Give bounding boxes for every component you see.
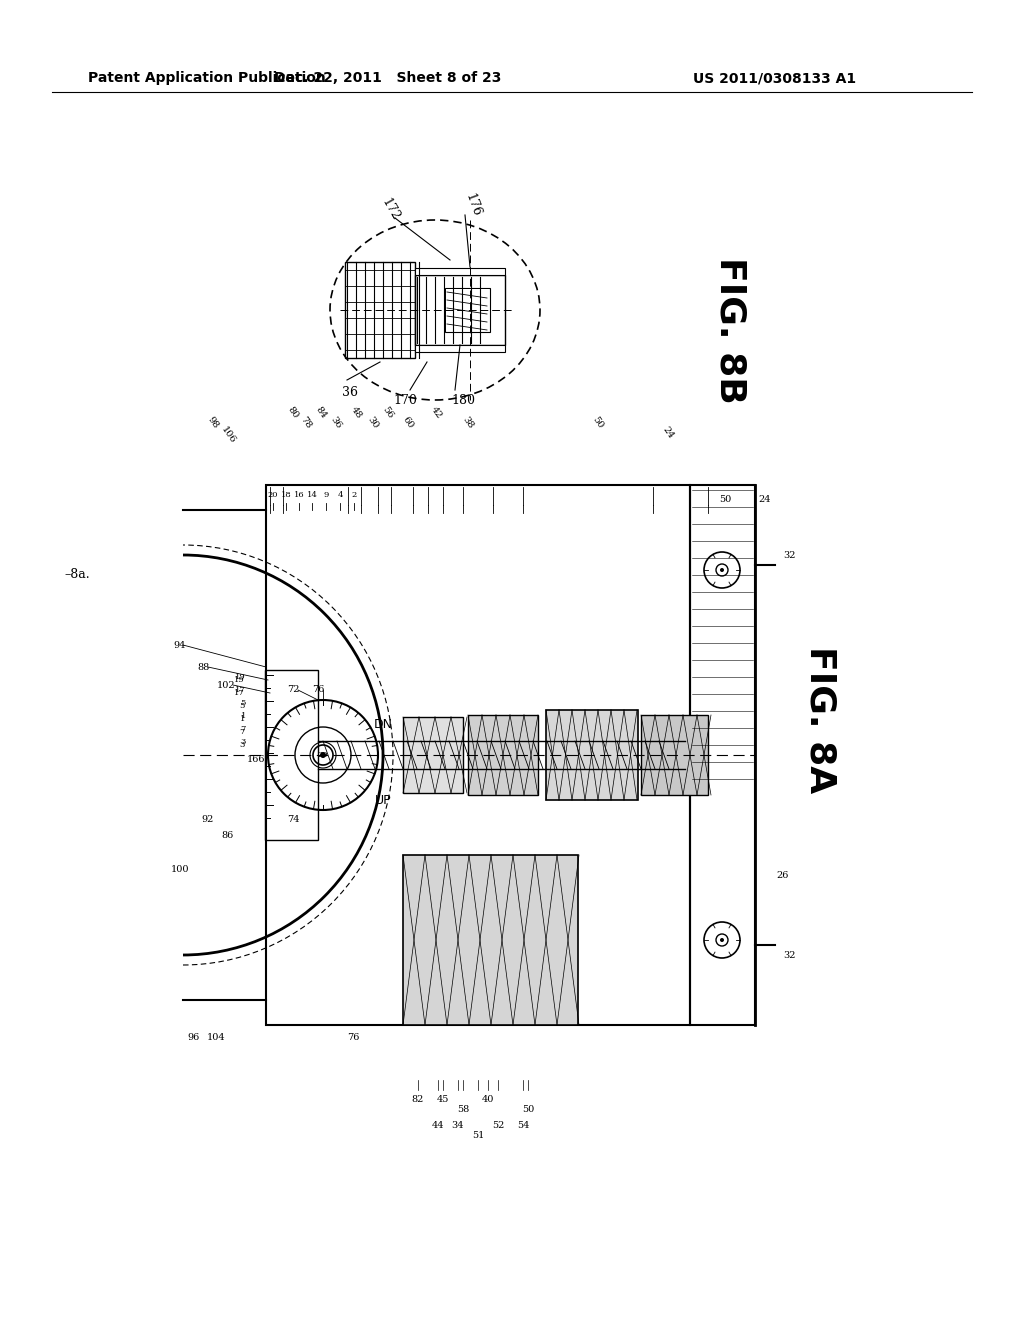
Bar bbox=[690, 484, 755, 1026]
Text: 32: 32 bbox=[783, 550, 797, 560]
Text: 24: 24 bbox=[759, 495, 771, 504]
Text: 52: 52 bbox=[492, 1121, 504, 1130]
Text: 14: 14 bbox=[306, 491, 317, 499]
Text: 5: 5 bbox=[241, 700, 246, 708]
Text: 9: 9 bbox=[324, 491, 329, 499]
Bar bbox=[345, 261, 415, 358]
Text: US 2011/0308133 A1: US 2011/0308133 A1 bbox=[693, 71, 856, 84]
Text: FIG. 8A: FIG. 8A bbox=[803, 647, 837, 793]
Text: 7: 7 bbox=[240, 729, 245, 737]
Text: 50: 50 bbox=[719, 495, 731, 504]
Text: 80: 80 bbox=[286, 405, 300, 421]
Text: 17: 17 bbox=[234, 689, 245, 697]
Text: 26: 26 bbox=[777, 870, 790, 879]
Text: 92: 92 bbox=[202, 816, 214, 825]
Text: 3: 3 bbox=[241, 738, 246, 746]
Text: UP: UP bbox=[375, 793, 391, 807]
Text: 32: 32 bbox=[783, 950, 797, 960]
Text: 104: 104 bbox=[207, 1032, 225, 1041]
Text: FIG. 8B: FIG. 8B bbox=[713, 256, 746, 404]
Text: 88: 88 bbox=[197, 663, 209, 672]
Text: 44: 44 bbox=[432, 1121, 444, 1130]
Circle shape bbox=[720, 939, 724, 942]
Text: 18: 18 bbox=[281, 491, 292, 499]
Text: 76: 76 bbox=[347, 1032, 359, 1041]
Bar bbox=[446, 289, 489, 331]
Text: 58: 58 bbox=[457, 1106, 469, 1114]
Bar bbox=[546, 710, 638, 800]
Text: –8a.: –8a. bbox=[65, 569, 90, 582]
Text: 86: 86 bbox=[222, 830, 234, 840]
Text: 2: 2 bbox=[351, 491, 356, 499]
Text: 60: 60 bbox=[400, 416, 415, 430]
Text: 51: 51 bbox=[472, 1130, 484, 1139]
Text: 176: 176 bbox=[463, 191, 483, 218]
Text: 24: 24 bbox=[660, 425, 675, 441]
Text: 72: 72 bbox=[287, 685, 299, 694]
Text: 82: 82 bbox=[412, 1096, 424, 1105]
Bar bbox=[265, 671, 318, 840]
Text: 36: 36 bbox=[342, 385, 358, 399]
Bar bbox=[641, 715, 708, 795]
Text: 30: 30 bbox=[366, 416, 380, 430]
Text: 20: 20 bbox=[267, 491, 279, 499]
Bar bbox=[468, 715, 538, 795]
Text: 98: 98 bbox=[206, 416, 220, 430]
Text: 94: 94 bbox=[174, 640, 186, 649]
Bar bbox=[415, 345, 505, 352]
Text: 40: 40 bbox=[482, 1096, 495, 1105]
Text: 5: 5 bbox=[240, 702, 245, 710]
Text: 1: 1 bbox=[240, 715, 245, 723]
Text: 19: 19 bbox=[234, 676, 245, 684]
Text: Dec. 22, 2011   Sheet 8 of 23: Dec. 22, 2011 Sheet 8 of 23 bbox=[274, 71, 502, 84]
Text: 3: 3 bbox=[240, 741, 245, 748]
Bar bbox=[415, 275, 505, 345]
Circle shape bbox=[720, 568, 724, 572]
Text: 48: 48 bbox=[349, 405, 364, 421]
Text: DN: DN bbox=[374, 718, 392, 731]
Text: 50: 50 bbox=[591, 416, 605, 430]
Bar bbox=[445, 288, 490, 333]
Text: 20: 20 bbox=[317, 751, 329, 759]
Text: Patent Application Publication: Patent Application Publication bbox=[88, 71, 326, 84]
Text: 102: 102 bbox=[217, 681, 236, 689]
Text: 34: 34 bbox=[452, 1121, 464, 1130]
Text: 100: 100 bbox=[171, 866, 189, 874]
Text: 180: 180 bbox=[451, 393, 475, 407]
Text: 45: 45 bbox=[437, 1096, 450, 1105]
Text: 19: 19 bbox=[236, 673, 246, 681]
Text: 36: 36 bbox=[329, 416, 343, 430]
Circle shape bbox=[319, 752, 326, 758]
Text: 50: 50 bbox=[522, 1106, 535, 1114]
Bar bbox=[403, 855, 578, 1026]
Text: 78: 78 bbox=[299, 416, 313, 430]
Text: 56: 56 bbox=[381, 405, 395, 421]
Bar bbox=[266, 484, 690, 1026]
Text: 76: 76 bbox=[312, 685, 325, 694]
Text: 166: 166 bbox=[247, 755, 265, 764]
Text: 74: 74 bbox=[287, 816, 299, 825]
Text: 16: 16 bbox=[294, 491, 304, 499]
Text: 172: 172 bbox=[379, 197, 401, 223]
Text: 4: 4 bbox=[337, 491, 343, 499]
Text: 42: 42 bbox=[429, 405, 443, 421]
Text: 170: 170 bbox=[393, 393, 417, 407]
Text: 17: 17 bbox=[236, 686, 246, 694]
Text: 38: 38 bbox=[461, 416, 475, 430]
Text: 96: 96 bbox=[186, 1032, 199, 1041]
Text: 1: 1 bbox=[241, 711, 246, 719]
Text: 7: 7 bbox=[241, 725, 246, 733]
Text: 54: 54 bbox=[517, 1121, 529, 1130]
Text: 84: 84 bbox=[313, 405, 329, 421]
Bar bbox=[403, 717, 463, 793]
Text: 106: 106 bbox=[219, 425, 237, 445]
Bar bbox=[415, 268, 505, 275]
